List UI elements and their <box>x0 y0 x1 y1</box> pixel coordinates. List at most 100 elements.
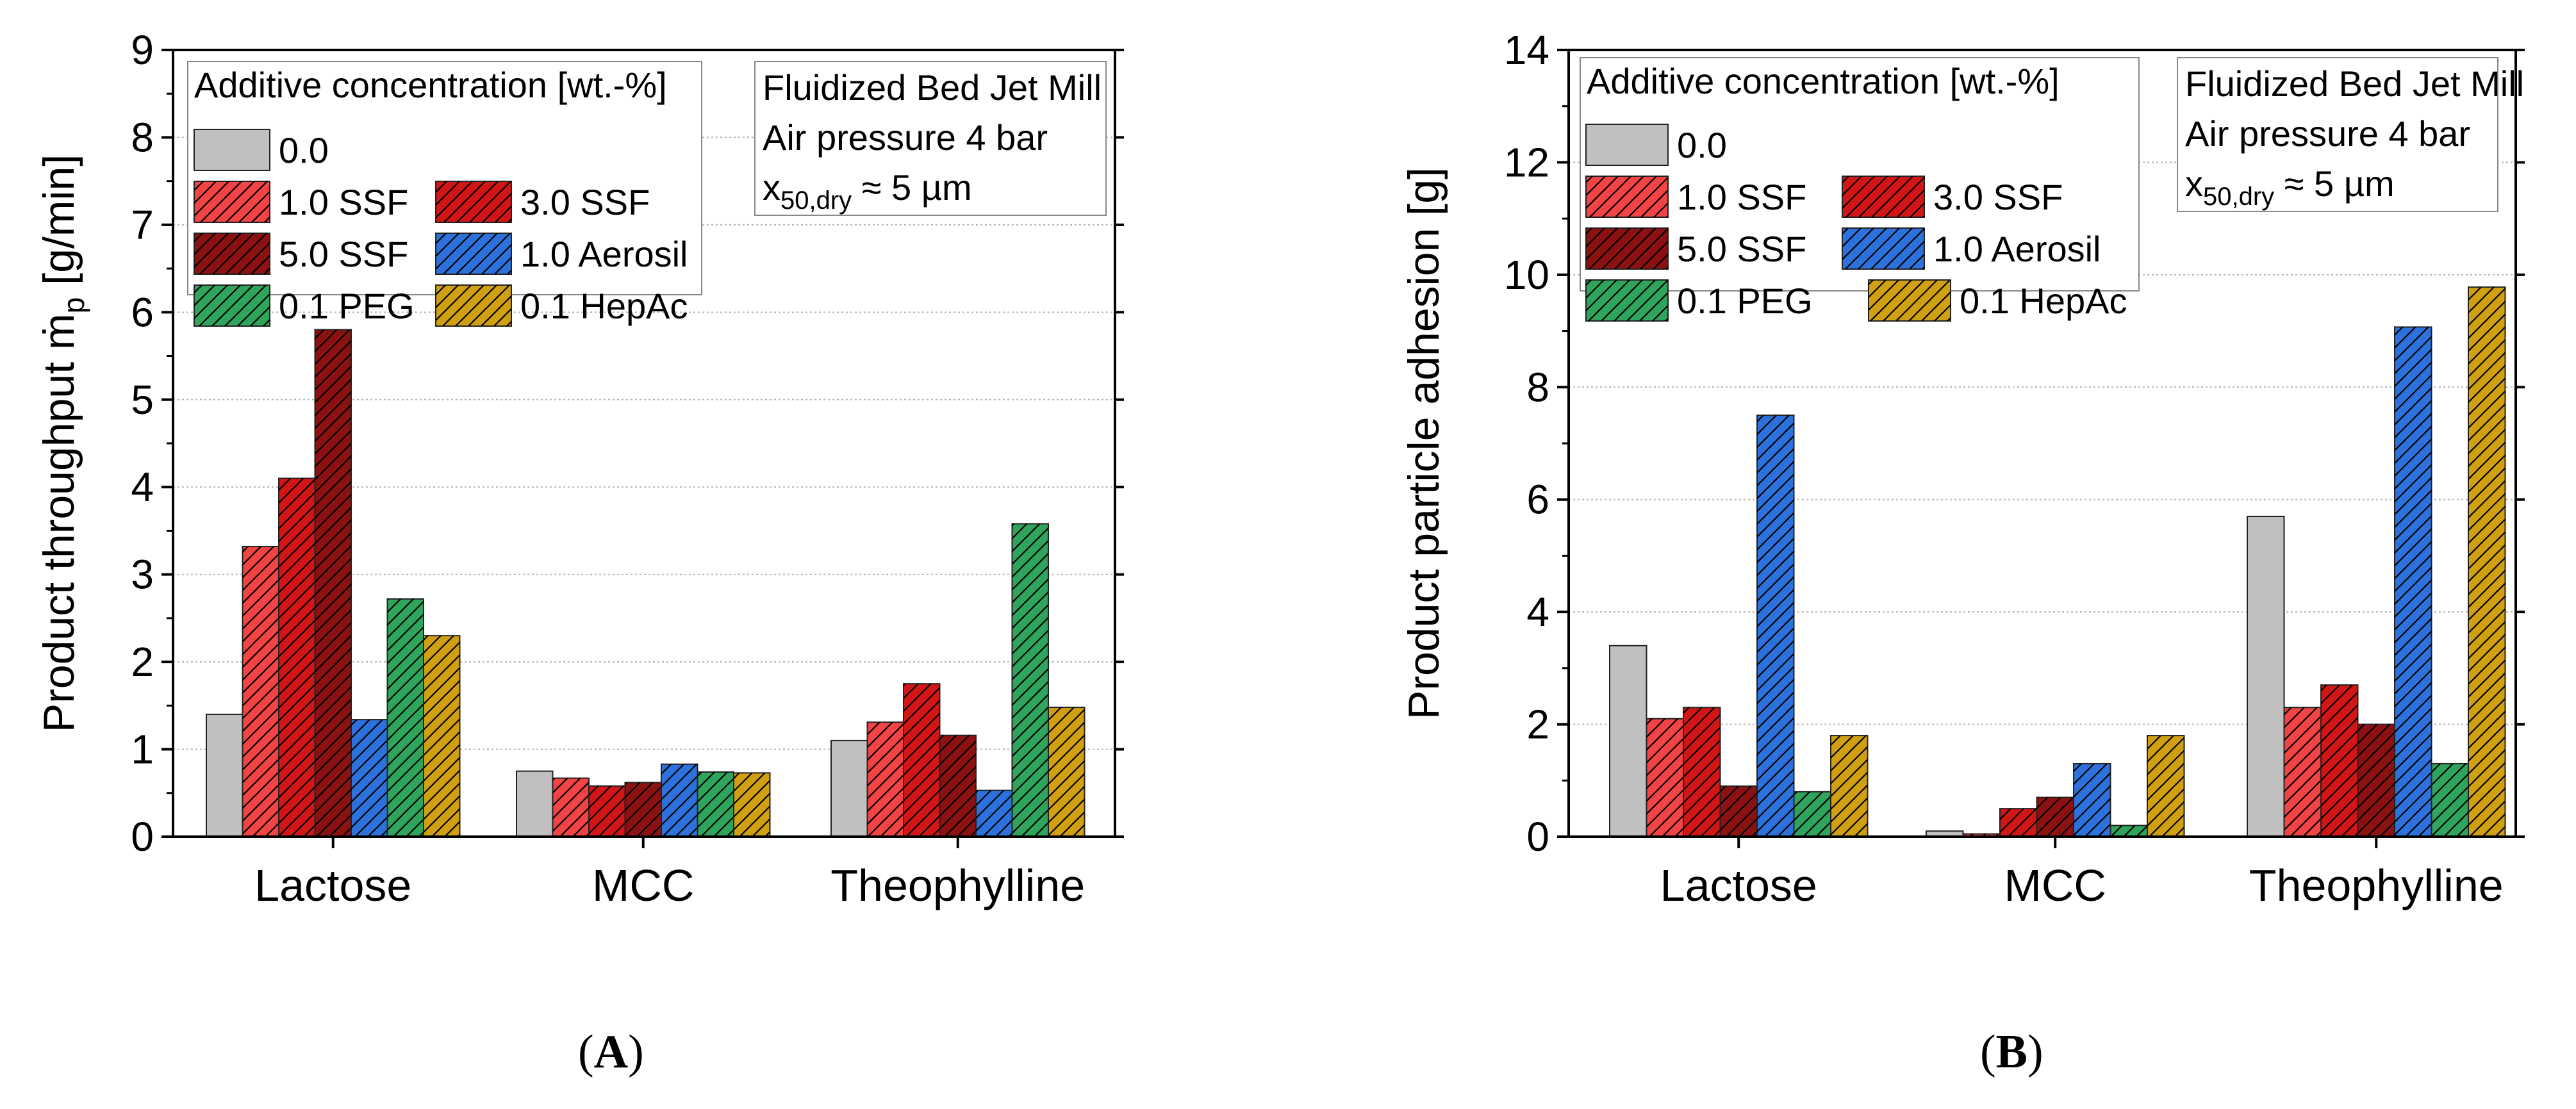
info-line-2: Air pressure 4 bar <box>2185 113 2470 154</box>
legend-label-5: 0.1 PEG <box>279 286 415 326</box>
legend-swatch-hatch <box>1586 176 1668 217</box>
legend-label-0: 0.0 <box>1677 125 1727 165</box>
info-line-3-sub: 50,dry <box>2203 183 2274 211</box>
y-tick-label: 10 <box>1504 252 1549 298</box>
panel-label-a-text: A <box>593 1026 629 1078</box>
legend-label-4: 1.0 Aerosil <box>1933 229 2101 269</box>
legend-swatch-hatch <box>1842 176 1924 217</box>
bar-hatch <box>734 773 770 837</box>
info-line-3-main: x <box>763 167 780 208</box>
bar-hatch <box>1720 786 1757 837</box>
y-tick-label: 0 <box>131 814 154 860</box>
legend-label-0: 0.0 <box>279 130 329 170</box>
legend-title: Additive concentration [wt.-%] <box>194 65 667 105</box>
legend-label-5: 0.1 PEG <box>1677 281 1813 321</box>
y-tick-label: 4 <box>1526 589 1549 635</box>
y-tick-label: 9 <box>131 27 154 73</box>
y-tick-label: 2 <box>131 639 154 685</box>
legend-swatch-hatch <box>436 285 511 326</box>
legend-swatch-hatch <box>1869 280 1951 321</box>
bar-hatch <box>2321 685 2358 837</box>
bar-hatch <box>2395 327 2432 837</box>
info-line-3-main: x <box>2185 163 2203 204</box>
legend-swatch-0 <box>1585 124 1669 166</box>
bar-hatch <box>1646 718 1683 837</box>
info-line-3: x50,dry ≈ 5 µm <box>763 167 972 215</box>
y-tick-label: 12 <box>1504 139 1549 185</box>
bar-hatch <box>2036 797 2074 837</box>
bar-hatch <box>2110 825 2147 837</box>
legend-swatch-hatch <box>194 181 270 222</box>
legend-swatch-0 <box>194 129 270 171</box>
chart-panel-b: 0 2 4 6 8 10 12 14 Lactose MCC Theophylline Product… <box>1399 27 2525 910</box>
bar-hatch <box>424 636 460 837</box>
info-line-1: Fluidized Bed Jet Mill <box>763 67 1102 108</box>
panel-label-b: (B) <box>1980 1026 2043 1078</box>
info-line-2: Air pressure 4 bar <box>763 117 1048 158</box>
bar-hatch <box>661 764 698 837</box>
x-tick-label-lactose: Lactose <box>1660 860 1817 910</box>
info-line-3-sub: 50,dry <box>780 186 852 215</box>
bar-a-theophylline-0 <box>830 739 868 838</box>
y-tick-label: 6 <box>1526 477 1549 523</box>
legend-swatch-hatch <box>1586 280 1668 321</box>
x-tick-label-theophylline: Theophylline <box>830 860 1085 910</box>
bar-hatch <box>242 546 279 837</box>
x-tick-label-lactose: Lactose <box>254 860 411 910</box>
chart-panel-a: 0 1 2 3 4 5 6 7 8 9 Lactose MCC Theophylline Product … <box>35 27 1124 910</box>
bar-hatch <box>2468 287 2506 837</box>
bar-hatch <box>1794 791 1831 837</box>
bar-hatch <box>315 329 351 837</box>
y-axis-label-unit: [g/min] <box>35 154 83 297</box>
legend-swatch-hatch <box>1842 228 1924 269</box>
bar-hatch <box>2000 809 2037 837</box>
legend-label-6: 0.1 HepAc <box>520 286 688 326</box>
y-tick-label: 1 <box>131 727 154 773</box>
legend-label-2: 3.0 SSF <box>520 182 650 222</box>
legend-label-3: 5.0 SSF <box>1677 229 1806 269</box>
legend-label-1: 1.0 SSF <box>1677 177 1806 217</box>
y-tick-label: 2 <box>1526 702 1549 748</box>
legend-label-3: 5.0 SSF <box>279 234 408 274</box>
y-axis-label: Product particle adhesion [g] <box>1399 167 1448 719</box>
y-tick-label: 8 <box>131 114 154 160</box>
y-tick-label: 7 <box>131 202 154 248</box>
info-line-3-rest: ≈ 5 µm <box>852 167 971 208</box>
bar-hatch <box>904 684 940 837</box>
bar-hatch <box>1757 415 1794 837</box>
y-axis-label-main: Product particle adhesion [g] <box>1399 167 1448 719</box>
bar-hatch <box>2357 724 2395 837</box>
y-tick-label: 0 <box>1526 814 1549 860</box>
bar-hatch <box>939 735 976 837</box>
legend-swatch-hatch <box>436 181 511 222</box>
legend-label-1: 1.0 SSF <box>279 182 408 222</box>
info-box <box>754 61 1107 216</box>
y-tick-label: 4 <box>131 464 154 510</box>
legend-swatch-hatch <box>194 233 270 274</box>
x-tick-label-mcc: MCC <box>2004 860 2106 910</box>
bar-a-mcc-0 <box>516 770 554 837</box>
bar-hatch <box>2431 763 2468 837</box>
bar-hatch <box>552 778 589 837</box>
bar-b-lactose-0 <box>1609 645 1647 837</box>
legend-title: Additive concentration [wt.-%] <box>1587 61 2060 101</box>
bar-hatch <box>867 722 904 837</box>
bar-b-theophylline-0 <box>2247 516 2285 837</box>
legend-label-4: 1.0 Aerosil <box>520 234 688 274</box>
bar-hatch <box>1012 523 1048 837</box>
info-line-3-rest: ≈ 5 µm <box>2274 163 2394 204</box>
bar-hatch <box>625 782 661 837</box>
bar-hatch <box>697 772 734 837</box>
bar-hatch <box>1831 735 1868 837</box>
bar-a-lactose-0 <box>206 713 244 837</box>
bar-hatch <box>1683 707 1721 837</box>
y-tick-label: 6 <box>131 289 154 335</box>
legend-swatch-hatch <box>436 233 511 274</box>
y-axis-label: Product throughput ṁp [g/min] <box>35 154 90 733</box>
y-tick-label: 5 <box>131 377 154 423</box>
y-tick-label: 3 <box>131 552 154 598</box>
x-tick-label-mcc: MCC <box>592 860 694 910</box>
bar-hatch <box>351 719 388 837</box>
bar-hatch <box>2147 735 2184 837</box>
